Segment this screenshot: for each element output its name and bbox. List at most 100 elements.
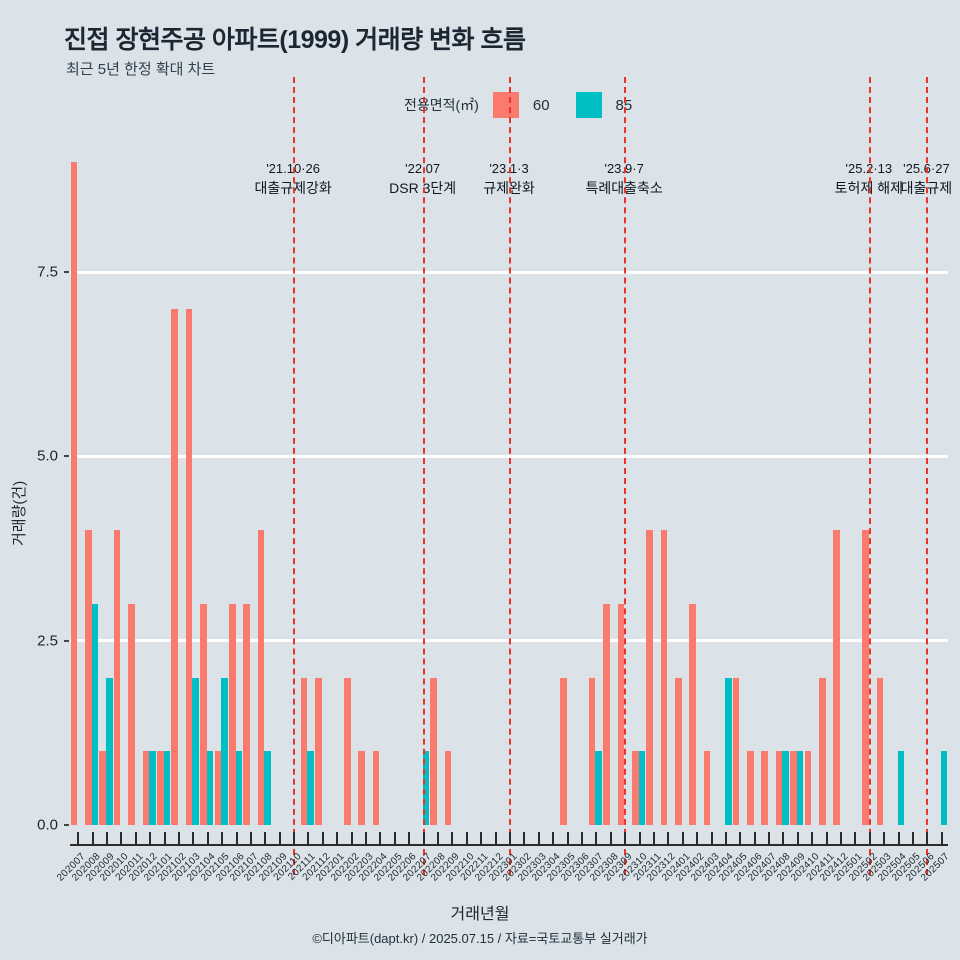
bar-60-202101[interactable]: [156, 751, 164, 825]
legend-swatch-60[interactable]: [492, 92, 519, 118]
bar-60-202310[interactable]: [631, 751, 639, 825]
bar-60-202112[interactable]: [315, 677, 322, 825]
bar-60-202108[interactable]: [257, 530, 265, 825]
bar-60-202401[interactable]: [675, 677, 682, 825]
x-tick: [105, 832, 108, 845]
x-tick: [321, 832, 324, 845]
x-tick: [120, 832, 123, 845]
bar-85-202507[interactable]: [940, 751, 948, 825]
x-tick: [696, 832, 699, 845]
y-axis: 0.0 2.5 5.0 7.5: [0, 0, 58, 960]
bar-85-202310[interactable]: [638, 751, 646, 825]
bar-85-202103[interactable]: [192, 677, 199, 825]
bar-60-202309[interactable]: [617, 603, 625, 825]
bar-60-202402[interactable]: [689, 603, 697, 825]
x-tick: [134, 832, 137, 845]
bar-60-202103[interactable]: [185, 308, 193, 825]
x-tick: [393, 832, 396, 845]
x-tick: [264, 832, 267, 845]
bar-85-202504[interactable]: [897, 751, 905, 825]
bar-85-202307[interactable]: [595, 751, 602, 825]
x-tick: [580, 832, 583, 845]
bar-60-202312[interactable]: [660, 530, 668, 825]
bar-60-202407[interactable]: [761, 751, 769, 825]
bar-85-202101[interactable]: [163, 751, 171, 825]
x-tick: [480, 832, 483, 845]
x-tick: [408, 832, 411, 845]
bar-85-202404[interactable]: [724, 677, 732, 825]
bar-60-202502[interactable]: [862, 530, 869, 825]
y-tick-label: 0.0: [37, 816, 58, 834]
bar-85-202409[interactable]: [796, 751, 804, 825]
x-tick: [782, 832, 785, 845]
bar-60-202008[interactable]: [84, 530, 92, 825]
bar-60-202102[interactable]: [171, 308, 178, 825]
bar-60-202107[interactable]: [243, 603, 250, 825]
bar-60-202010[interactable]: [113, 530, 121, 825]
event-marker-line-202502: [868, 77, 871, 875]
bar-60-202405[interactable]: [732, 677, 740, 825]
bar-85-202108[interactable]: [264, 751, 271, 825]
bar-85-202104[interactable]: [206, 751, 214, 825]
bar-60-202305[interactable]: [559, 677, 567, 825]
bar-60-202412[interactable]: [833, 530, 841, 825]
bar-60-202106[interactable]: [228, 603, 236, 825]
x-tick: [77, 832, 80, 845]
bar-85-202008[interactable]: [91, 603, 99, 825]
bar-60-202403[interactable]: [703, 751, 711, 825]
bar-60-202011[interactable]: [128, 603, 135, 825]
x-tick: [307, 832, 310, 845]
bar-60-202409[interactable]: [790, 751, 797, 825]
y-tick-label: 7.5: [37, 263, 58, 281]
x-tick: [652, 832, 655, 845]
bar-60-202408[interactable]: [775, 751, 783, 825]
event-marker-line-202506: [926, 77, 929, 875]
x-tick: [163, 832, 166, 845]
x-tick: [552, 832, 555, 845]
bar-60-202311[interactable]: [646, 530, 653, 825]
event-marker-line-202309: [624, 77, 627, 875]
event-marker-line-202207: [422, 77, 425, 875]
bar-60-202209[interactable]: [444, 751, 452, 825]
x-tick: [192, 832, 195, 845]
y-tick-label: 2.5: [37, 632, 58, 650]
bar-60-202009[interactable]: [99, 751, 106, 825]
legend-swatch-85[interactable]: [575, 92, 602, 118]
bar-60-202208[interactable]: [430, 677, 438, 825]
x-tick: [206, 832, 209, 845]
x-tick: [437, 832, 440, 845]
bar-60-202203[interactable]: [358, 751, 366, 825]
bar-60-202105[interactable]: [214, 751, 222, 825]
x-tick: [91, 832, 94, 845]
bar-60-202012[interactable]: [142, 751, 150, 825]
x-tick: [566, 832, 569, 845]
bar-60-202204[interactable]: [372, 751, 380, 825]
bar-60-202007[interactable]: [70, 161, 78, 825]
bar-60-202410[interactable]: [804, 751, 812, 825]
bar-60-202111[interactable]: [300, 677, 308, 825]
bar-60-202503[interactable]: [876, 677, 884, 825]
bar-85-202106[interactable]: [235, 751, 243, 825]
x-tick: [494, 832, 497, 845]
x-tick: [609, 832, 612, 845]
bar-60-202104[interactable]: [200, 603, 207, 825]
x-tick: [940, 832, 943, 845]
x-tick: [465, 832, 468, 845]
bar-85-202408[interactable]: [782, 751, 790, 825]
bar-60-202308[interactable]: [603, 603, 610, 825]
bar-85-202111[interactable]: [307, 751, 315, 825]
x-tick: [422, 832, 425, 845]
bar-60-202202[interactable]: [344, 677, 351, 825]
legend-label-85: 85: [615, 96, 633, 114]
bar-85-202105[interactable]: [221, 677, 228, 825]
x-tick: [638, 832, 641, 845]
x-tick: [912, 832, 915, 845]
bar-85-202009[interactable]: [105, 677, 113, 825]
bar-60-202406[interactable]: [747, 751, 754, 825]
bar-85-202012[interactable]: [149, 751, 156, 825]
bar-85-202207[interactable]: [422, 751, 430, 825]
x-tick: [926, 832, 929, 845]
bar-60-202411[interactable]: [819, 677, 826, 825]
bar-60-202307[interactable]: [588, 677, 596, 825]
x-tick: [624, 832, 627, 845]
